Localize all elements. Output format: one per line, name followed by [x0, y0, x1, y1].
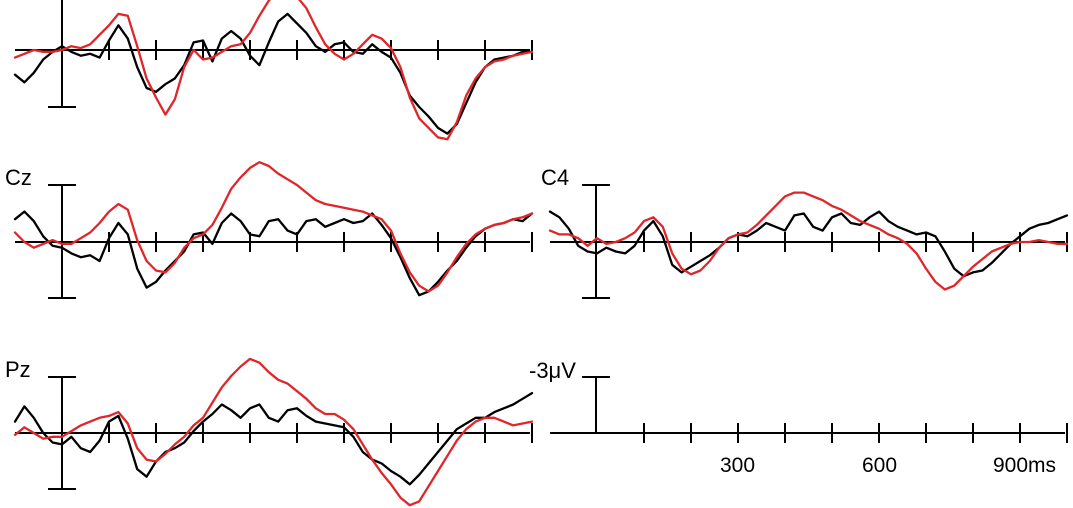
- amplitude-scale-label: -3μV: [529, 358, 576, 383]
- trace-pz-red: [13, 357, 534, 507]
- panel-c4: C4: [541, 165, 1069, 299]
- panel-pz: Pz: [5, 357, 534, 507]
- channel-label-c4: C4: [541, 165, 569, 190]
- channel-label-cz: Cz: [5, 165, 32, 190]
- trace-c4-red: [548, 191, 1069, 291]
- trace-cz-red: [13, 161, 534, 293]
- scale-panel: -3μV 300 600 900ms: [529, 358, 1068, 477]
- scale-x-ticks: [643, 423, 1068, 443]
- scale-tick-labels: 300 600 900ms: [720, 454, 1056, 477]
- panel-cz: Cz: [5, 161, 534, 299]
- tick-label-600: 600: [862, 454, 897, 477]
- trace-top-red: [13, 0, 534, 141]
- traces-pz: [13, 357, 534, 507]
- trace-cz-black: [13, 210, 534, 297]
- tick-label-900ms: 900ms: [993, 454, 1056, 477]
- traces-c4: [548, 191, 1069, 291]
- traces-top: [13, 0, 534, 141]
- panel-top: [13, 0, 534, 141]
- tick-label-300: 300: [720, 454, 755, 477]
- traces-cz: [13, 161, 534, 297]
- channel-label-pz: Pz: [5, 357, 31, 382]
- trace-c4-black: [548, 210, 1069, 278]
- trace-pz-black: [13, 391, 534, 486]
- trace-top-black: [13, 12, 534, 135]
